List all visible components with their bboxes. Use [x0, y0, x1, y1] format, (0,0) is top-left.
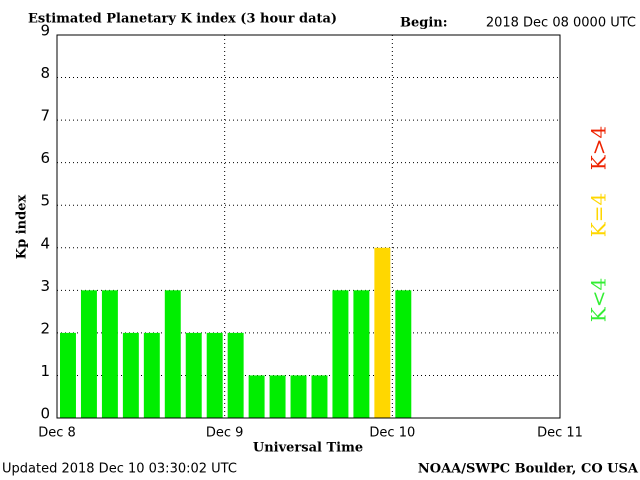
y-tick-label: 0: [40, 405, 50, 423]
legend-entry: K>4: [587, 126, 611, 170]
bar: [290, 375, 307, 418]
y-tick-label: 1: [40, 362, 50, 380]
bar: [395, 290, 412, 418]
bar: [332, 290, 349, 418]
y-tick-label: 6: [40, 149, 50, 167]
bar: [80, 290, 97, 418]
begin-label: Begin:: [400, 16, 448, 31]
y-tick-label: 8: [40, 64, 50, 82]
y-axis-label: Kp index: [15, 195, 30, 260]
bar: [185, 332, 202, 418]
y-tick-label: 4: [40, 234, 50, 252]
footer-source: NOAA/SWPC Boulder, CO USA: [418, 462, 639, 477]
bar: [311, 375, 328, 418]
bar: [60, 332, 76, 418]
y-tick-label: 2: [40, 319, 50, 337]
bar: [164, 290, 181, 418]
x-tick-label: Dec 10: [369, 426, 415, 441]
x-tick-label: Dec 8: [38, 426, 76, 441]
bar: [353, 290, 370, 418]
legend-entry: K<4: [587, 278, 611, 322]
bar: [101, 290, 118, 418]
bar: [122, 332, 139, 418]
bar: [143, 332, 160, 418]
x-tick-label: Dec 11: [537, 426, 583, 441]
y-tick-label: 5: [40, 192, 50, 210]
chart-title: Estimated Planetary K index (3 hour data…: [28, 12, 337, 27]
x-tick-label: Dec 9: [206, 426, 244, 441]
plot-frame: [56, 34, 561, 419]
bar: [248, 375, 265, 418]
begin-date: 2018 Dec 08 0000 UTC: [486, 16, 636, 31]
bar: [374, 247, 391, 418]
bar: [227, 332, 244, 418]
y-tick-label: 9: [40, 22, 50, 40]
x-axis-label: Universal Time: [253, 441, 363, 456]
y-tick-label: 3: [40, 277, 50, 295]
bar: [269, 375, 286, 418]
legend-entry: K=4: [587, 193, 611, 237]
bar: [206, 332, 223, 418]
y-tick-label: 7: [40, 107, 50, 125]
footer-updated: Updated 2018 Dec 10 03:30:02 UTC: [2, 462, 237, 477]
